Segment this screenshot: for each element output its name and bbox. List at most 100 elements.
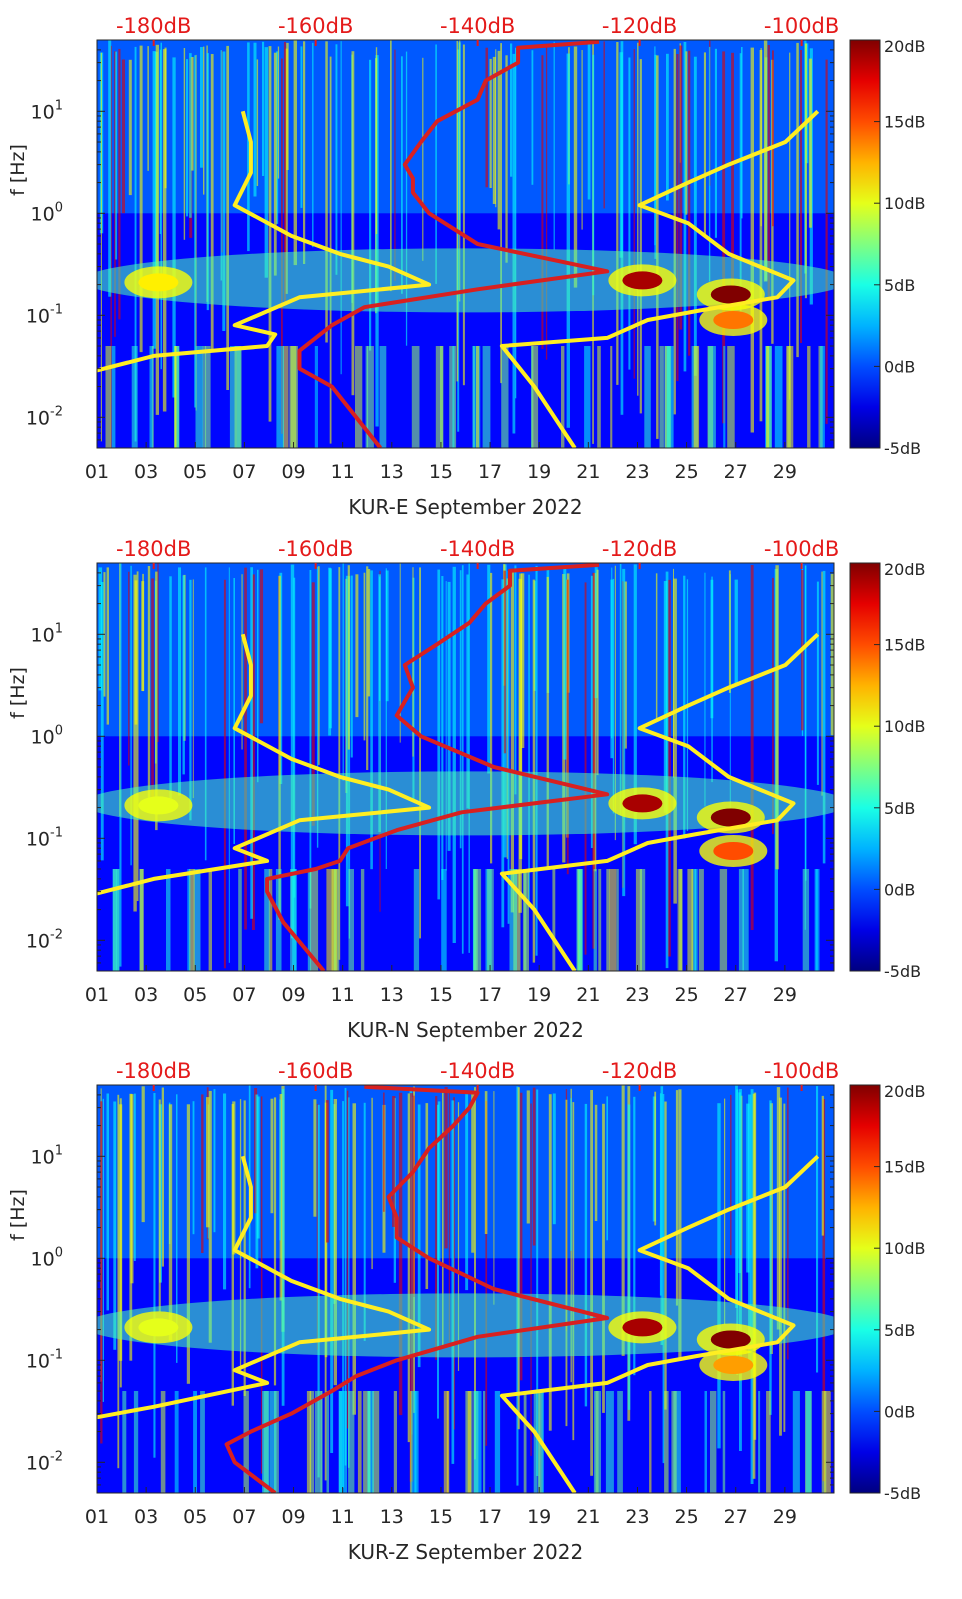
x-tick-label: 27 [724, 984, 748, 1006]
noise-model-curve-2 [499, 1154, 820, 1493]
noise-model-curve-2 [499, 109, 820, 448]
colorbar-tick-label: -5dB [884, 962, 921, 981]
spectrogram-panel-1: 01 03 05 07 09 11 13 15 17 19 21 23 25 27 29-180dB -160… [7, 14, 926, 519]
noise-model-curve-2 [499, 632, 820, 971]
x-tick-label: 01 [85, 1506, 109, 1528]
top-axis-label: -100dB [764, 14, 839, 38]
y-tick-base: 10 [31, 203, 55, 225]
y-tick-exponent: -1 [50, 1347, 63, 1362]
colorbar [849, 1084, 881, 1494]
microseism-band [97, 771, 834, 836]
y-tick-exponent: 1 [55, 98, 63, 113]
x-tick-label: 03 [134, 461, 158, 483]
y-tick-exponent: 0 [55, 723, 63, 738]
x-tick-label: 15 [429, 1506, 453, 1528]
top-axis-label: -160dB [278, 1059, 353, 1083]
y-tick-base: 10 [26, 1452, 50, 1474]
x-tick-label: 19 [527, 984, 551, 1006]
colorbar-tick-label: 20dB [884, 37, 926, 56]
x-tick-label: 11 [331, 984, 355, 1006]
noise-model-curve-3 [224, 1085, 610, 1493]
x-tick-label: 01 [85, 984, 109, 1006]
spectrogram-field [97, 563, 834, 971]
y-tick-base: 10 [31, 1248, 55, 1270]
top-axis-label: -140dB [440, 537, 515, 561]
top-axis-label: -120dB [602, 1059, 677, 1083]
hotspot-3 [710, 808, 751, 827]
x-tick-label: 07 [232, 461, 256, 483]
colorbar-tick-label: 15dB [884, 636, 926, 655]
x-axis-label: KUR-E September 2022 [348, 495, 582, 519]
top-axis-label: -160dB [278, 14, 353, 38]
colorbar-tick-label: 5dB [884, 799, 915, 818]
colorbar-tick-label: 0dB [884, 1402, 915, 1421]
spectrogram-panel-2: 01 03 05 07 09 11 13 15 17 19 21 23 25 27 29-180dB -160… [7, 537, 926, 1042]
x-tick-label: 19 [527, 461, 551, 483]
x-tick-label: 05 [183, 1506, 207, 1528]
x-tick-label: 09 [281, 984, 305, 1006]
colorbar-tick-label: 0dB [884, 880, 915, 899]
colorbar [849, 562, 881, 972]
top-axis-label: -180dB [116, 1059, 191, 1083]
y-tick-exponent: -2 [50, 404, 63, 419]
y-tick-base: 10 [31, 624, 55, 646]
x-tick-label: 05 [183, 461, 207, 483]
x-axis-label: KUR-N September 2022 [347, 1018, 584, 1042]
x-tick-label: 25 [675, 984, 699, 1006]
x-tick-label: 17 [478, 984, 502, 1006]
y-tick-exponent: 1 [55, 621, 63, 636]
y-tick-base: 10 [26, 1350, 50, 1372]
x-tick-label: 13 [380, 984, 404, 1006]
spectrogram-field [97, 1085, 834, 1493]
x-tick-label: 17 [478, 1506, 502, 1528]
x-tick-label: 27 [724, 1506, 748, 1528]
x-tick-label: 29 [773, 984, 797, 1006]
y-axis-label: f [Hz] [7, 144, 29, 196]
x-tick-label: 11 [331, 461, 355, 483]
noise-model-curve-3 [265, 563, 610, 971]
x-tick-label: 21 [576, 984, 600, 1006]
y-tick-base: 10 [31, 1146, 55, 1168]
colorbar-tick-label: 5dB [884, 1321, 915, 1340]
y-tick-exponent: -2 [50, 1449, 63, 1464]
x-tick-label: 07 [232, 1506, 256, 1528]
x-tick-label: 15 [429, 461, 453, 483]
y-tick-label: 10-1 [26, 1347, 63, 1372]
y-axis-label: f [Hz] [7, 1189, 29, 1241]
noise-model-curve-1 [97, 1155, 432, 1420]
top-axis-label: -120dB [602, 537, 677, 561]
y-axis-label: f [Hz] [7, 667, 29, 719]
colorbar-tick-label: -5dB [884, 1484, 921, 1503]
colorbar-tick-label: 5dB [884, 276, 915, 295]
top-axis-label: -100dB [764, 537, 839, 561]
top-axis-label: -140dB [440, 14, 515, 38]
y-tick-base: 10 [26, 407, 50, 429]
colorbar-tick-label: 10dB [884, 1239, 926, 1258]
top-axis-label: -140dB [440, 1059, 515, 1083]
x-tick-label: 23 [625, 461, 649, 483]
hotspot-1 [138, 1318, 179, 1337]
hotspot-4 [713, 842, 754, 860]
colorbar-tick-label: 20dB [884, 1082, 926, 1101]
y-tick-base: 10 [31, 101, 55, 123]
colorbar-tick-label: 0dB [884, 357, 915, 376]
y-tick-label: 10-1 [26, 302, 63, 327]
x-tick-label: 13 [380, 1506, 404, 1528]
y-tick-label: 10-2 [26, 404, 63, 429]
top-axis-label: -180dB [116, 537, 191, 561]
x-tick-label: 09 [281, 1506, 305, 1528]
x-tick-label: 25 [675, 461, 699, 483]
x-tick-label: 03 [134, 1506, 158, 1528]
colorbar-tick-label: 15dB [884, 113, 926, 132]
y-tick-base: 10 [31, 726, 55, 748]
colorbar-tick-label: 15dB [884, 1158, 926, 1177]
y-tick-label: 101 [31, 621, 63, 646]
x-tick-label: 11 [331, 1506, 355, 1528]
y-tick-label: 101 [31, 98, 63, 123]
x-tick-label: 01 [85, 461, 109, 483]
x-tick-label: 29 [773, 461, 797, 483]
x-tick-label: 17 [478, 461, 502, 483]
hotspot-3 [710, 285, 751, 304]
spectrogram-field [97, 40, 834, 448]
